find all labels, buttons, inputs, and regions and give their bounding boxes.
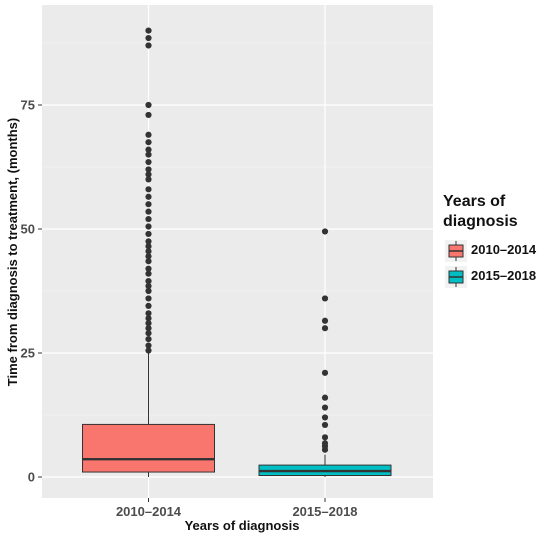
outlier-point [321, 228, 329, 235]
outlier-point [145, 295, 152, 302]
outlier-point [321, 369, 329, 376]
outlier-point [321, 414, 329, 421]
outlier-point [321, 421, 329, 429]
panel-background [42, 5, 433, 498]
outlier-point [145, 287, 152, 295]
outlier-point [145, 131, 152, 138]
outlier-point [145, 270, 152, 277]
box [82, 423, 215, 473]
outlier-point [145, 193, 152, 200]
outlier-point [145, 139, 152, 146]
outlier-point [145, 277, 152, 285]
box-group [82, 27, 215, 477]
outlier-point [145, 320, 152, 327]
outlier-point [145, 146, 152, 153]
legend-key [445, 240, 467, 262]
outlier-point [145, 34, 152, 42]
outlier-point [145, 248, 152, 255]
outlier-point [145, 238, 152, 245]
legend-label-2015-2018: 2015–2018 [471, 268, 536, 283]
legend-title-line2: diagnosis [443, 213, 518, 230]
outlier-point [145, 265, 152, 272]
outlier-point [145, 27, 152, 34]
outlier-point [321, 394, 329, 401]
outlier-point [145, 230, 152, 238]
outlier-point [145, 258, 152, 265]
outlier-point [145, 302, 152, 309]
outlier-point [145, 166, 152, 173]
outlier-point [145, 243, 152, 250]
y-tick-label: 0 [28, 470, 35, 485]
x-axis: 2010–2014 2015–2018 [116, 498, 358, 519]
outlier-point [321, 404, 329, 411]
outlier-point [321, 325, 329, 332]
outlier-point [145, 201, 152, 208]
outlier-point [145, 171, 152, 178]
legend: Years of diagnosis 2010–2014 2015–2018 [443, 193, 537, 288]
outlier-point [321, 317, 329, 324]
outlier-point [145, 42, 152, 49]
y-axis-title: Time from diagnosis to treatment, (month… [5, 118, 20, 386]
outlier-point [145, 342, 152, 349]
outlier-point [145, 310, 152, 317]
legend-title-line1: Years of [443, 193, 506, 210]
outlier-point [321, 295, 329, 302]
outlier-point [145, 208, 152, 215]
outlier-point [321, 434, 329, 441]
outlier-point [145, 186, 152, 193]
outlier-point [145, 347, 152, 354]
outlier-point [145, 253, 152, 260]
x-tick-label: 2015–2018 [292, 504, 357, 519]
y-tick-label: 25 [21, 346, 35, 361]
y-tick-label: 50 [21, 222, 35, 237]
outlier-point [321, 440, 329, 447]
outlier-point [145, 330, 152, 337]
boxplots [82, 27, 392, 477]
outlier-point [145, 282, 152, 290]
box-group [258, 228, 392, 477]
outlier-point [145, 111, 152, 119]
y-tick-label: 75 [21, 98, 35, 113]
outlier-point [145, 315, 152, 322]
x-tick-label: 2010–2014 [116, 504, 182, 519]
legend-key [445, 266, 467, 288]
legend-label-2010-2014: 2010–2014 [471, 242, 537, 257]
outlier-point [145, 158, 152, 166]
outlier-point [145, 223, 152, 230]
x-axis-title: Years of diagnosis [185, 518, 300, 533]
outlier-point [145, 151, 152, 158]
outlier-point [145, 215, 152, 223]
outlier-point [145, 325, 152, 332]
outlier-point [145, 176, 152, 183]
outlier-point [145, 336, 152, 343]
outlier-point [145, 101, 152, 109]
y-axis: 0 25 50 75 [21, 98, 42, 485]
